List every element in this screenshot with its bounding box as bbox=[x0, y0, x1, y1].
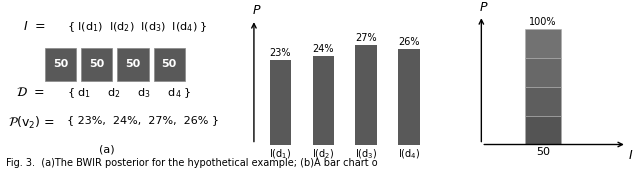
Bar bbox=[525, 87, 561, 116]
Text: 27%: 27% bbox=[355, 33, 377, 43]
Text: $\mathit{I}$  =: $\mathit{I}$ = bbox=[22, 20, 45, 33]
Text: $\mathit{\mathcal{P}}$(v$_2$) =: $\mathit{\mathcal{P}}$(v$_2$) = bbox=[8, 115, 55, 131]
Bar bbox=[355, 45, 377, 144]
Text: 50: 50 bbox=[52, 59, 68, 69]
FancyBboxPatch shape bbox=[45, 48, 76, 81]
Text: 26%: 26% bbox=[398, 37, 420, 47]
Bar bbox=[525, 58, 561, 87]
Text: { I(d$_1$)  I(d$_2$)  I(d$_3$)  I(d$_4$) }: { I(d$_1$) I(d$_2$) I(d$_3$) I(d$_4$) } bbox=[67, 20, 207, 34]
Text: 23%: 23% bbox=[269, 48, 291, 58]
FancyBboxPatch shape bbox=[117, 48, 148, 81]
Text: P: P bbox=[479, 1, 486, 14]
Text: { 23%,  24%,  27%,  26% }: { 23%, 24%, 27%, 26% } bbox=[67, 115, 219, 125]
Bar bbox=[525, 29, 561, 58]
Text: I: I bbox=[629, 149, 633, 162]
FancyBboxPatch shape bbox=[81, 48, 112, 81]
Text: 24%: 24% bbox=[312, 44, 334, 54]
Text: Fig. 3.  (a)The BWIR posterior for the hypothetical example; (b)A bar chart o: Fig. 3. (a)The BWIR posterior for the hy… bbox=[6, 158, 378, 168]
Text: 100%: 100% bbox=[529, 17, 557, 27]
FancyBboxPatch shape bbox=[154, 48, 185, 81]
Bar bbox=[398, 49, 420, 144]
Bar bbox=[270, 60, 291, 144]
Text: P: P bbox=[253, 4, 260, 18]
Bar bbox=[525, 116, 561, 144]
Text: $\mathit{\mathcal{D}}$  =: $\mathit{\mathcal{D}}$ = bbox=[17, 86, 45, 99]
Text: 50: 50 bbox=[125, 59, 141, 69]
Text: (a): (a) bbox=[99, 144, 115, 155]
Text: 50: 50 bbox=[162, 59, 177, 69]
Text: { d$_1$     d$_2$     d$_3$     d$_4$ }: { d$_1$ d$_2$ d$_3$ d$_4$ } bbox=[67, 86, 191, 100]
Bar bbox=[312, 56, 334, 144]
Text: 50: 50 bbox=[89, 59, 104, 69]
